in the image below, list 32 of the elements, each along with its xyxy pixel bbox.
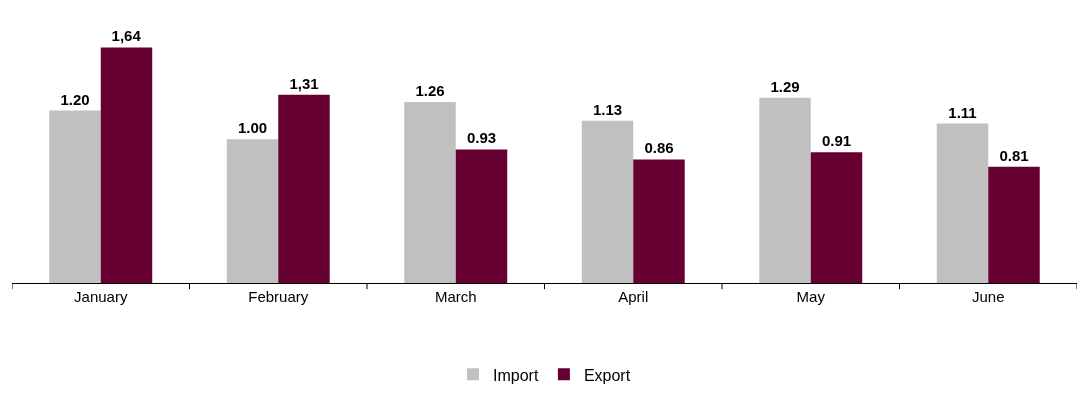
data-label: 0.81 — [999, 146, 1029, 164]
x-tick-label: May — [796, 288, 826, 305]
data-label: 1.20 — [60, 90, 90, 108]
bar — [759, 97, 811, 283]
data-label: 0.86 — [644, 139, 674, 157]
data-label: 1.00 — [237, 119, 268, 137]
data-label: 1.29 — [770, 77, 800, 95]
x-tick-label: June — [971, 288, 1005, 305]
bar — [278, 94, 330, 283]
data-label: 1.26 — [415, 81, 445, 99]
data-label: 1,64 — [111, 27, 142, 45]
bar — [810, 152, 863, 283]
x-tick-label: February — [248, 288, 309, 305]
bar — [100, 47, 153, 283]
bar — [988, 166, 1040, 283]
data-label: 0.91 — [821, 132, 852, 150]
x-tick-label: March — [434, 288, 477, 305]
data-label: 1,31 — [289, 74, 319, 92]
bar — [49, 110, 101, 283]
bar — [581, 120, 634, 283]
x-tick-label: January — [74, 288, 128, 305]
data-label: 0.93 — [466, 129, 497, 147]
legend-label: Export — [583, 366, 631, 384]
bar — [226, 139, 279, 283]
bar — [404, 101, 456, 283]
x-tick-label: April — [618, 288, 649, 305]
bar — [633, 159, 685, 283]
bar — [455, 149, 508, 283]
data-label: 1.11 — [948, 103, 977, 121]
legend-label: Import — [493, 366, 539, 384]
bar — [936, 123, 989, 283]
data-label: 1.13 — [592, 100, 623, 118]
